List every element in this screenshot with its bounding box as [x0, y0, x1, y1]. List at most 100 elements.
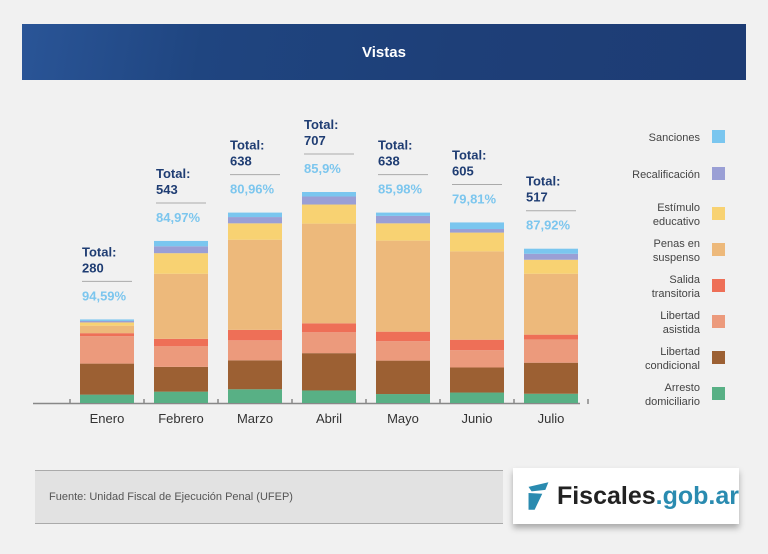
bar-segment-estímulo-educativo — [154, 253, 208, 274]
fiscales-logo: Fiscales .gob.ar — [513, 468, 739, 524]
bar-segment-penas-en-suspenso — [228, 239, 282, 330]
bar-segment-arresto-domiciliario — [154, 391, 208, 403]
total-label: Total: — [82, 244, 116, 259]
legend-swatch — [712, 351, 725, 364]
bar-segment-sanciones — [154, 240, 208, 247]
total-value: 638 — [230, 154, 252, 169]
bar-segment-salida-transitoria — [302, 323, 356, 333]
category-label: Junio — [461, 411, 492, 426]
bar-segment-sanciones — [524, 248, 578, 254]
total-value: 707 — [304, 133, 326, 148]
bar-segment-estímulo-educativo — [302, 204, 356, 224]
percentage-label: 85,98% — [378, 182, 423, 197]
bar-segment-salida-transitoria — [80, 333, 134, 337]
percentage-label: 85,9% — [304, 161, 341, 176]
bar-segment-penas-en-suspenso — [524, 273, 578, 335]
bar-segment-recalificación — [450, 229, 504, 233]
percentage-label: 79,81% — [452, 191, 497, 206]
total-label: Total: — [230, 138, 264, 153]
bar-segment-penas-en-suspenso — [80, 325, 134, 334]
bar-segment-penas-en-suspenso — [154, 273, 208, 339]
bar-segment-libertad-asistida — [450, 350, 504, 368]
bar-segment-libertad-condicional — [80, 363, 134, 395]
total-value: 517 — [526, 190, 548, 205]
bar-segment-recalificación — [376, 215, 430, 224]
legend-label: Libertad — [660, 310, 700, 322]
chart-title: Vistas — [362, 43, 406, 61]
bar-segment-libertad-condicional — [228, 360, 282, 390]
category-label: Julio — [538, 411, 565, 426]
percentage-label: 84,97% — [156, 210, 201, 225]
legend-swatch — [712, 130, 725, 143]
bar-segment-salida-transitoria — [450, 339, 504, 351]
total-label: Total: — [378, 138, 412, 153]
logo-text-main: Fiscales — [556, 481, 656, 510]
bar-segment-libertad-asistida — [228, 340, 282, 361]
bar-segment-recalificación — [80, 320, 134, 323]
bar-segment-arresto-domiciliario — [80, 394, 134, 403]
bar-segment-libertad-asistida — [524, 339, 578, 363]
bar-segment-penas-en-suspenso — [302, 223, 356, 324]
legend-label: educativo — [653, 216, 700, 228]
bar-segment-estímulo-educativo — [80, 322, 134, 326]
legend-swatch — [712, 243, 725, 256]
legend-label: suspenso — [653, 252, 700, 264]
logo-mark-icon — [528, 482, 549, 510]
legend-label: Arresto — [665, 382, 700, 394]
total-label: Total: — [156, 166, 190, 181]
bar-segment-salida-transitoria — [154, 338, 208, 347]
bar-segment-arresto-domiciliario — [450, 392, 504, 403]
bar-segment-libertad-condicional — [376, 360, 430, 395]
source-text: Fuente: Unidad Fiscal de Ejecución Penal… — [49, 491, 293, 503]
bar-segment-estímulo-educativo — [376, 223, 430, 241]
bar-segment-estímulo-educativo — [450, 232, 504, 252]
bar-segment-recalificación — [302, 196, 356, 205]
source-box: Fuente: Unidad Fiscal de Ejecución Penal… — [35, 470, 503, 524]
bar-segment-estímulo-educativo — [524, 259, 578, 274]
legend-label: Estímulo — [657, 202, 700, 214]
category-label: Abril — [316, 411, 342, 426]
bar-segment-sanciones — [80, 319, 134, 321]
total-value: 638 — [378, 154, 400, 169]
bar-segment-libertad-condicional — [450, 367, 504, 393]
chart-header: Vistas — [22, 24, 746, 80]
total-value: 280 — [82, 260, 104, 275]
percentage-label: 87,92% — [526, 218, 571, 233]
bar-segment-libertad-condicional — [302, 353, 356, 391]
legend-swatch — [712, 279, 725, 292]
bar-segment-libertad-condicional — [524, 362, 578, 394]
bar-segment-recalificación — [524, 253, 578, 260]
total-label: Total: — [304, 117, 338, 132]
percentage-label: 94,59% — [82, 288, 127, 303]
bar-segment-recalificación — [154, 246, 208, 254]
legend-label: domiciliario — [645, 396, 700, 408]
legend-swatch — [712, 207, 725, 220]
bar-segment-salida-transitoria — [524, 334, 578, 340]
total-label: Total: — [526, 174, 560, 189]
total-value: 605 — [452, 163, 474, 178]
total-value: 543 — [156, 182, 178, 197]
bar-segment-libertad-asistida — [302, 332, 356, 354]
legend-label: Salida — [669, 274, 700, 286]
bar-segment-arresto-domiciliario — [302, 390, 356, 403]
total-label: Total: — [452, 147, 486, 162]
bar-segment-libertad-asistida — [80, 336, 134, 364]
bar-segment-arresto-domiciliario — [524, 393, 578, 403]
legend-label: Sanciones — [649, 132, 701, 144]
category-label: Enero — [90, 411, 125, 426]
legend-label: condicional — [645, 360, 700, 372]
bar-segment-sanciones — [302, 192, 356, 197]
bar-segment-recalificación — [228, 217, 282, 224]
bar-segment-sanciones — [450, 222, 504, 230]
logo-text-domain: .gob.ar — [655, 481, 739, 510]
bar-segment-libertad-condicional — [154, 366, 208, 392]
legend-label: Penas en — [654, 238, 700, 250]
legend-label: Libertad — [660, 346, 700, 358]
bar-segment-penas-en-suspenso — [376, 240, 430, 332]
category-label: Mayo — [387, 411, 419, 426]
legend-label: Recalificación — [632, 169, 700, 181]
category-label: Marzo — [237, 411, 273, 426]
legend-label: transitoria — [652, 288, 701, 300]
legend-swatch — [712, 167, 725, 180]
bar-segment-estímulo-educativo — [228, 223, 282, 240]
